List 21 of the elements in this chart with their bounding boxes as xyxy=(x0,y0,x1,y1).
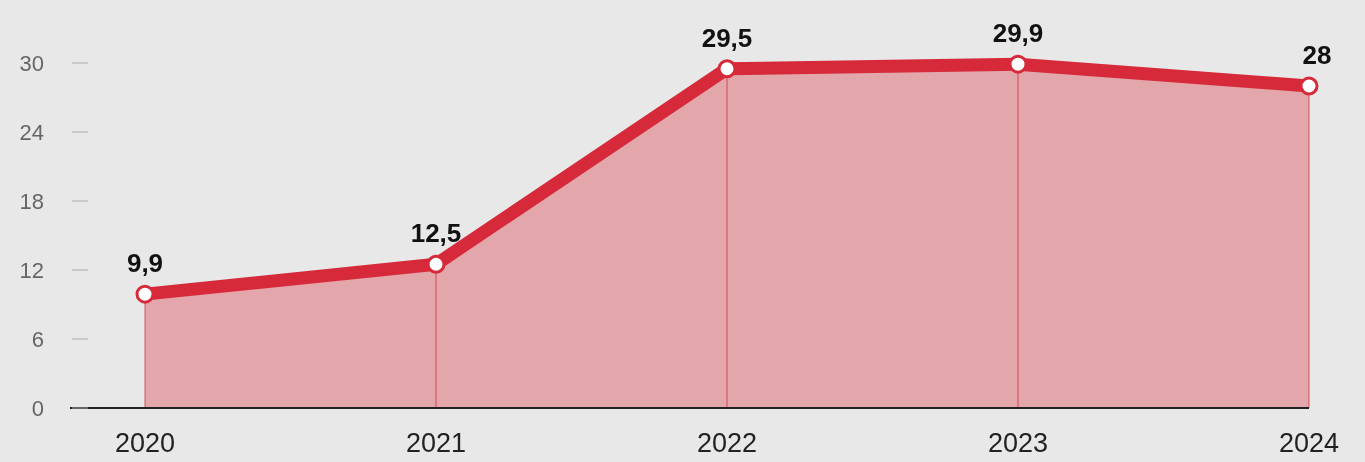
point xyxy=(135,284,155,304)
x-tick-label: 2020 xyxy=(114,428,176,458)
data-label: 29,5 xyxy=(701,22,753,53)
y-tick-label: 18 xyxy=(19,188,44,214)
y-tick-label: 12 xyxy=(19,257,44,283)
point xyxy=(1299,76,1319,96)
y-tick-label: 0 xyxy=(31,395,44,421)
data-label: 28 xyxy=(1302,40,1332,70)
point xyxy=(717,59,737,79)
x-tick-label: 2022 xyxy=(696,428,758,458)
data-label: 29,9 xyxy=(992,18,1044,49)
x-tick-label: 2024 xyxy=(1278,428,1340,458)
data-label: 12,5 xyxy=(410,218,462,249)
point xyxy=(426,254,446,274)
y-tick-label: 30 xyxy=(19,50,44,76)
point xyxy=(1008,54,1028,74)
data-label: 9,9 xyxy=(126,248,164,279)
x-tick-label: 2023 xyxy=(987,428,1049,458)
x-tick-label: 2021 xyxy=(405,428,467,458)
y-tick-label: 24 xyxy=(19,119,44,145)
y-tick-label: 6 xyxy=(31,326,44,352)
